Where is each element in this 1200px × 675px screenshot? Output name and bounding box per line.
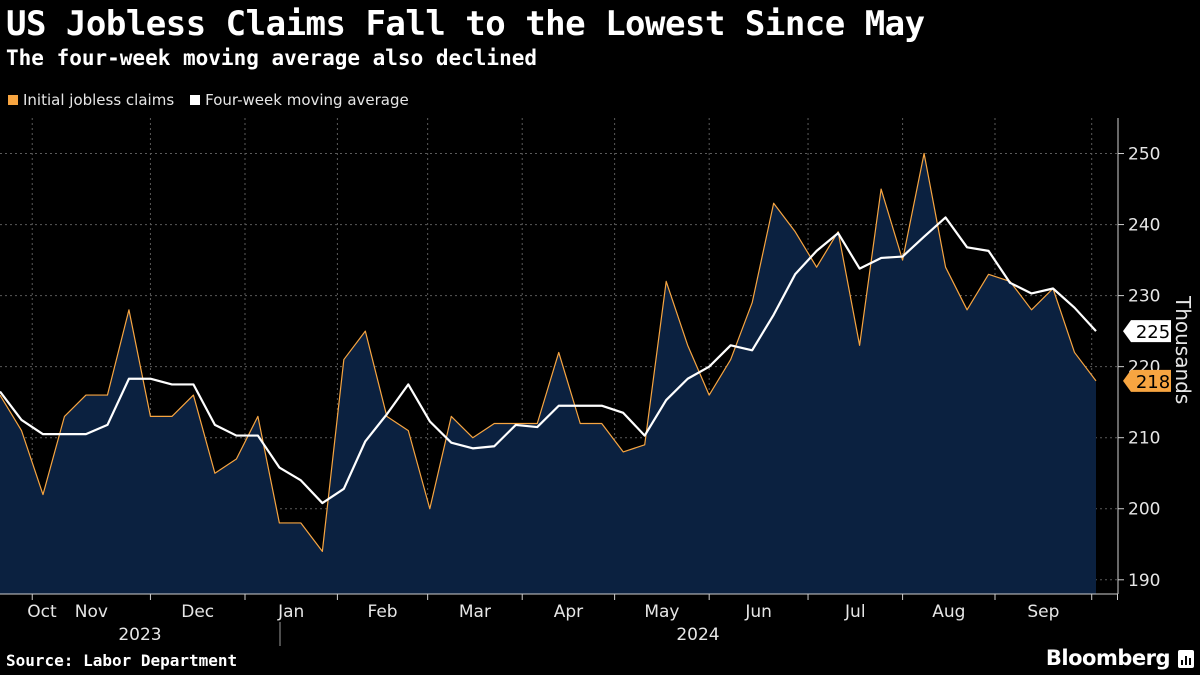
legend: Initial jobless claims Four-week moving … <box>8 91 409 109</box>
x-month-label-may: May <box>644 602 679 622</box>
x-month-label-feb: Feb <box>367 602 397 622</box>
legend-item-average: Four-week moving average <box>190 91 409 109</box>
y-tick-label-210: 210 <box>1128 429 1160 449</box>
legend-swatch-average <box>190 95 201 105</box>
x-month-label-mar: Mar <box>459 602 491 622</box>
claims-end-label-bg <box>1123 369 1171 392</box>
claims-area-fill <box>0 153 1096 594</box>
x-month-label-apr: Apr <box>554 602 583 622</box>
legend-label-claims: Initial jobless claims <box>23 91 175 109</box>
y-tick-label-230: 230 <box>1128 287 1160 307</box>
average-end-label-bg <box>1123 320 1171 343</box>
brand-logo: Bloomberg <box>1045 646 1171 670</box>
x-month-label-jul: Jul <box>844 602 866 622</box>
legend-item-claims: Initial jobless claims <box>8 91 174 109</box>
chart-subtitle: The four-week moving average also declin… <box>6 46 538 70</box>
legend-label-average: Four-week moving average <box>205 91 409 109</box>
x-month-label-aug: Aug <box>932 602 965 622</box>
y-tick-label-250: 250 <box>1128 145 1160 165</box>
chart-title: US Jobless Claims Fall to the Lowest Sin… <box>6 4 925 44</box>
x-year-label-2023: 2023 <box>118 625 161 645</box>
claims-line <box>0 152 1097 552</box>
bloomberg-chart-icon <box>1178 650 1194 668</box>
claims-end-label-text: 218 <box>1136 372 1170 393</box>
x-month-label-jan: Jan <box>277 602 304 622</box>
y-tick-label-200: 200 <box>1128 500 1160 520</box>
x-month-label-sep: Sep <box>1027 602 1059 622</box>
average-end-label-text: 225 <box>1136 322 1170 343</box>
y-tick-label-190: 190 <box>1128 571 1160 591</box>
x-year-label-2024: 2024 <box>676 625 719 645</box>
x-month-label-jun: Jun <box>744 602 772 622</box>
y-tick-label-240: 240 <box>1128 216 1160 236</box>
legend-swatch-claims <box>8 95 18 105</box>
x-month-label-oct: Oct <box>27 602 57 622</box>
moving-average-line <box>0 216 1097 505</box>
source-note: Source: Labor Department <box>6 651 238 670</box>
x-month-label-nov: Nov <box>75 602 108 622</box>
y-axis-title: Thousands <box>1171 295 1195 404</box>
x-month-label-dec: Dec <box>181 602 214 622</box>
